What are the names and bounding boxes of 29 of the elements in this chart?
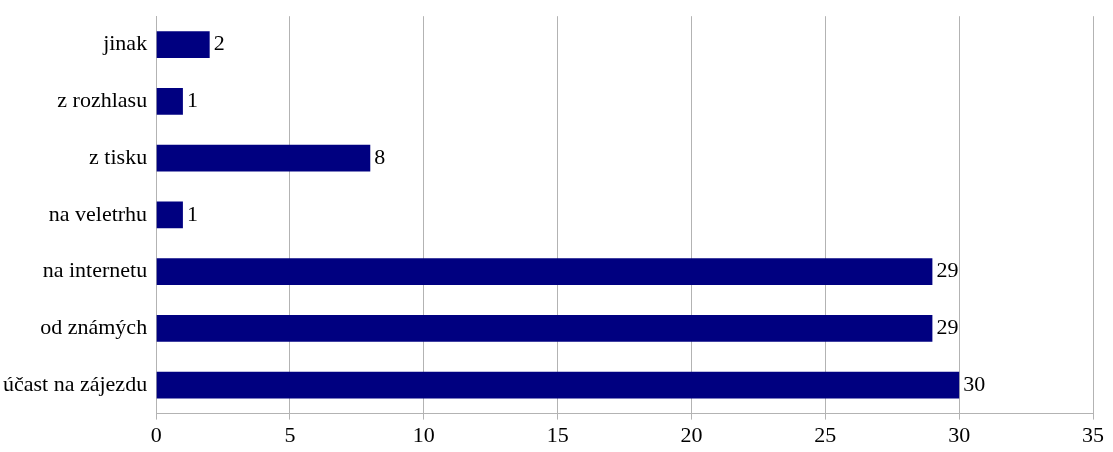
y-tick-label: jinak: [102, 30, 148, 56]
x-tick-label: 10: [412, 421, 435, 447]
bar: [156, 371, 960, 399]
x-tick-label: 20: [680, 421, 703, 447]
data-label: 29: [936, 314, 959, 340]
bar: [156, 258, 933, 286]
bar: [156, 88, 183, 115]
x-tick-label: 35: [1082, 421, 1104, 447]
data-label: 2: [213, 30, 225, 56]
bar: [156, 31, 210, 58]
data-label: 1: [186, 87, 198, 113]
bar: [156, 144, 371, 172]
x-tick-label: 5: [284, 421, 296, 447]
data-label: 8: [374, 143, 386, 169]
y-tick-label: z tisku: [89, 143, 148, 169]
x-tick-label: 0: [150, 421, 162, 447]
x-tick-label: 25: [814, 421, 837, 447]
bar: [156, 201, 183, 229]
x-tick-label: 30: [948, 421, 971, 447]
y-tick-label: účast na zájezdu: [3, 371, 148, 396]
data-label: 30: [963, 371, 986, 396]
y-tick-label: z rozhlasu: [57, 87, 148, 113]
data-label: 29: [936, 257, 959, 283]
x-tick-label: 15: [546, 421, 569, 447]
bar: [156, 315, 933, 342]
y-tick-label: na veletrhu: [48, 200, 148, 226]
data-label: 1: [186, 200, 198, 226]
y-tick-label: na internetu: [42, 257, 148, 283]
y-tick-label: od známých: [40, 314, 148, 340]
